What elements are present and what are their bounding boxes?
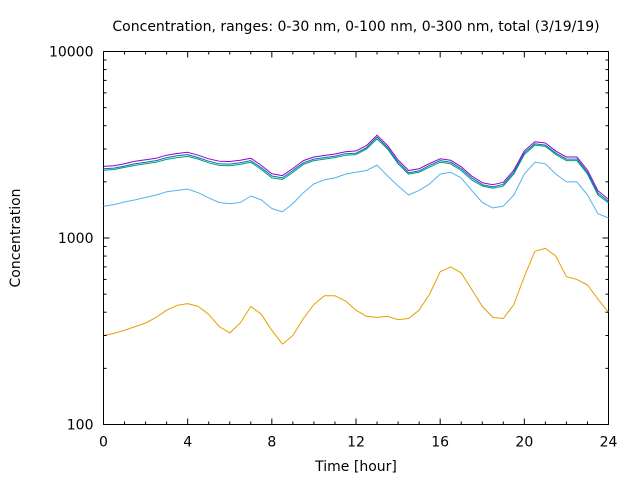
x-tick-label-4: 16 [431,435,449,451]
y-tick-label-2: 10000 [49,45,94,61]
series-line-0 [103,247,609,345]
x-axis: 0 4 8 12 16 20 24 [99,51,618,451]
y-axis-label: Concentration [8,188,24,287]
plot-area: 0 4 8 12 16 20 24 100 1000 10000 [49,45,618,451]
series-line-2 [103,138,609,204]
series-layer [103,134,609,345]
plot-frame [103,51,609,425]
series-line-1 [103,161,609,219]
x-tick-label-3: 12 [347,435,365,451]
series-line-3 [103,136,609,202]
x-axis-label: Time [hour] [314,459,397,475]
chart-title: Concentration, ranges: 0-30 nm, 0-100 nm… [112,19,599,35]
y-axis: 100 1000 10000 [49,45,609,434]
series-line-4 [103,134,609,200]
x-tick-label-1: 4 [183,435,192,451]
x-tick-label-2: 8 [267,435,276,451]
y-tick-label-0: 100 [67,418,94,434]
x-tick-label-0: 0 [99,435,108,451]
x-tick-label-6: 24 [600,435,618,451]
x-tick-label-5: 20 [515,435,533,451]
y-tick-label-1: 1000 [58,231,94,247]
